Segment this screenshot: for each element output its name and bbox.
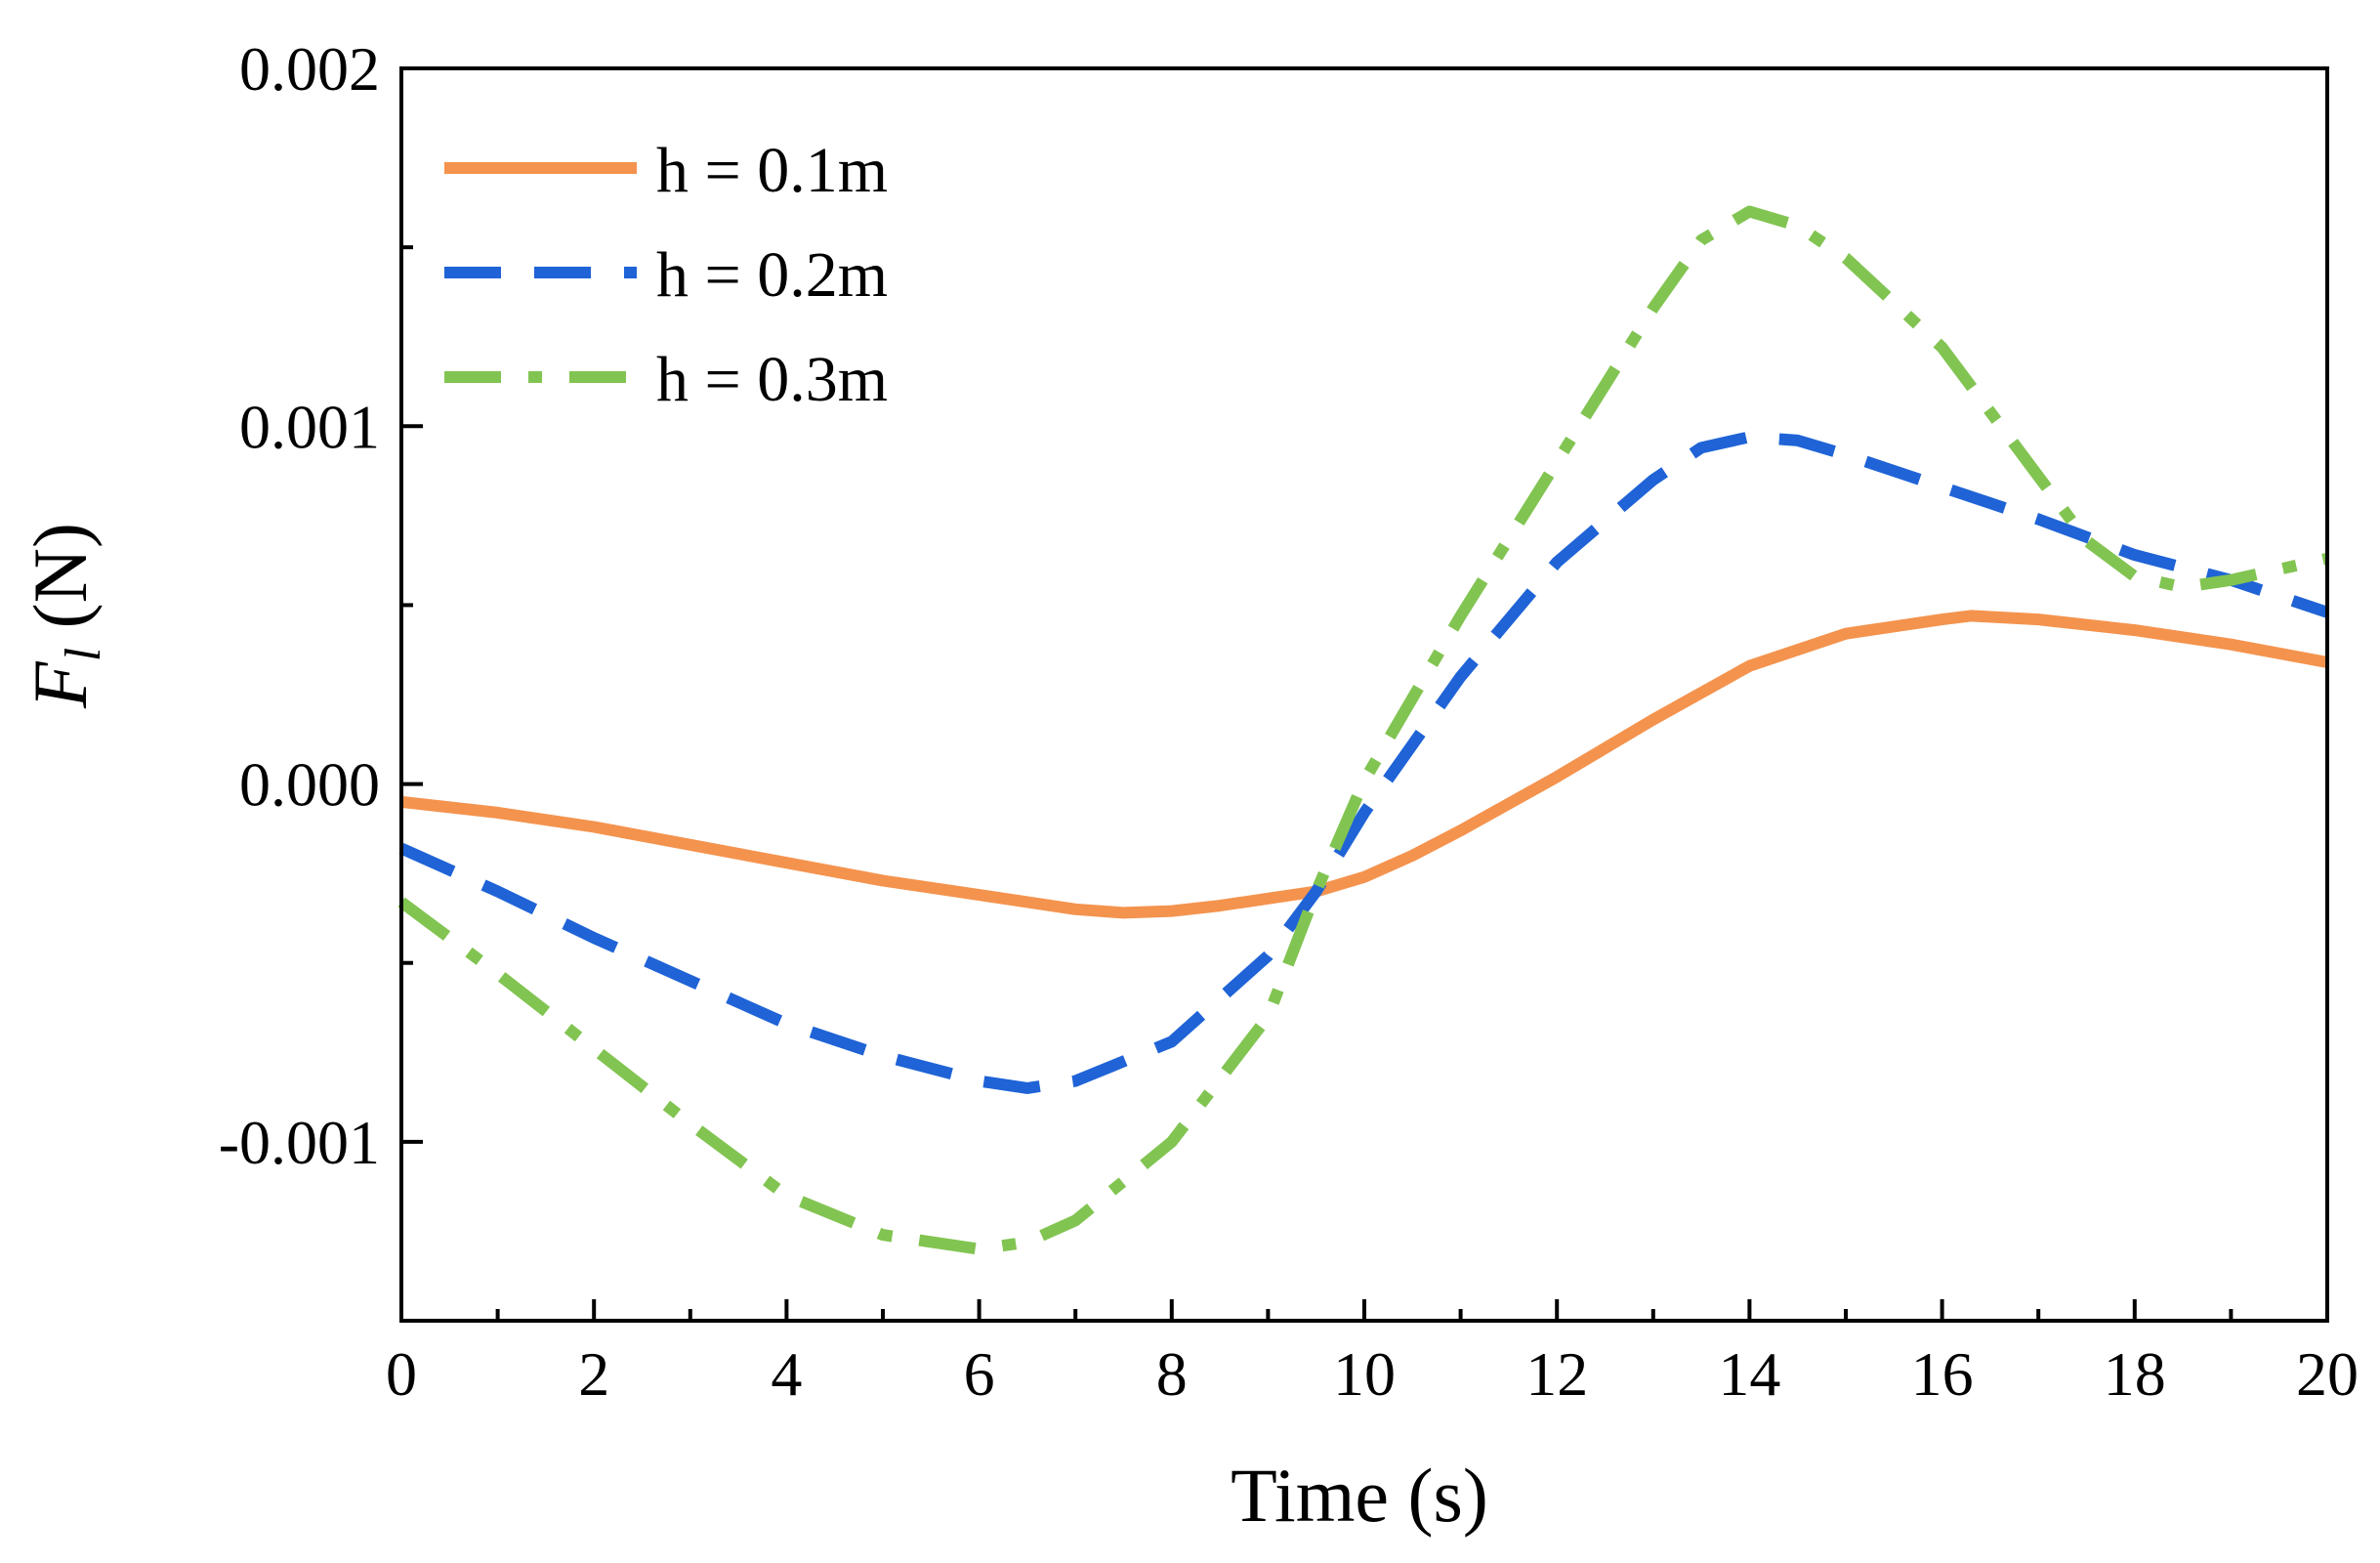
legend-label-1: h = 0.1m bbox=[656, 135, 888, 206]
legend-label-2: h = 0.2m bbox=[656, 239, 888, 311]
legend-label-3: h = 0.3m bbox=[656, 344, 888, 415]
axes-layer: 0 2 4 6 8 10 12 14 16 18 20 -0.001 0.000 0.001 0.002 bbox=[219, 34, 2359, 1409]
series-layer bbox=[397, 205, 2329, 1255]
x-axis-title: Time (s) bbox=[1231, 1453, 1488, 1538]
series-line-2 bbox=[398, 431, 2329, 1094]
x-tick-label: 0 bbox=[386, 1339, 417, 1409]
y-tick-label: 0.002 bbox=[239, 34, 380, 104]
y-axis-title-subscript: l bbox=[56, 648, 111, 661]
x-tick-label: 20 bbox=[2296, 1339, 2359, 1409]
x-tick-label: 12 bbox=[1525, 1339, 1588, 1409]
x-tick-label: 6 bbox=[964, 1339, 995, 1409]
plot-area bbox=[401, 68, 2327, 1321]
x-tick-label: 16 bbox=[1911, 1339, 1974, 1409]
x-tick-label: 10 bbox=[1333, 1339, 1396, 1409]
y-axis-title-symbol: F bbox=[18, 660, 103, 709]
x-tick-label: 18 bbox=[2104, 1339, 2166, 1409]
plot-background bbox=[401, 68, 2327, 1321]
legend: h = 0.1m h = 0.2m h = 0.3m bbox=[444, 135, 888, 415]
x-tick-label: 2 bbox=[578, 1339, 609, 1409]
series-line-1 bbox=[400, 610, 2329, 919]
y-axis-title: Fl (N) bbox=[18, 523, 111, 709]
x-tick-label: 14 bbox=[1718, 1339, 1780, 1409]
y-tick-label: 0.000 bbox=[239, 750, 380, 820]
y-axis-title-unit: (N) bbox=[18, 523, 103, 648]
series-line-3 bbox=[397, 205, 2329, 1255]
y-tick-label: 0.001 bbox=[239, 392, 380, 461]
y-tick-label: -0.001 bbox=[219, 1108, 380, 1177]
x-tick-label: 8 bbox=[1156, 1339, 1188, 1409]
x-tick-label: 4 bbox=[771, 1339, 802, 1409]
